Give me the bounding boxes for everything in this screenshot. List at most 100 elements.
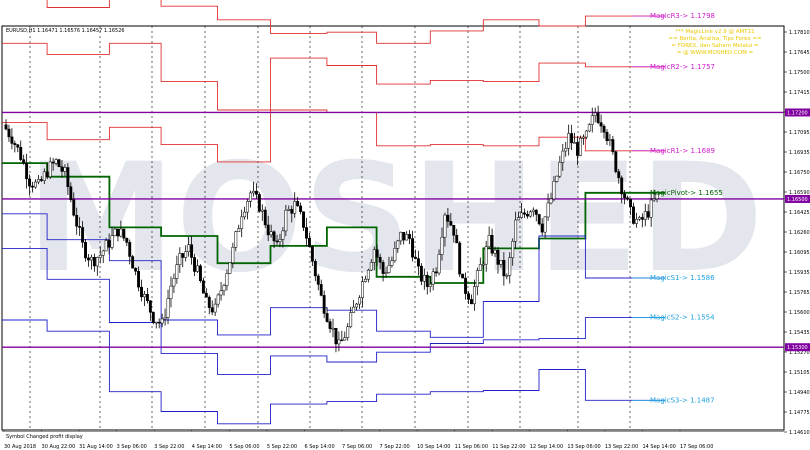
price-marker-box: [785, 194, 810, 203]
candle-body: [140, 286, 143, 298]
candle-body: [523, 212, 526, 215]
candle-body: [596, 112, 600, 123]
candle-body: [166, 298, 170, 318]
candle-body: [322, 295, 326, 314]
candle-body: [10, 136, 14, 144]
candle-body: [36, 179, 40, 183]
candle-body: [390, 260, 394, 266]
candle-body: [605, 131, 609, 142]
candle-body: [16, 144, 20, 148]
price-tick-label: 1.17095: [789, 130, 810, 136]
candle-body: [546, 202, 550, 218]
candle-body: [537, 214, 541, 225]
time-tick-label: 13 Sep 22:00: [605, 444, 638, 450]
candle-body: [66, 167, 70, 187]
candle-body: [107, 240, 111, 248]
price-tick-label: 1.17415: [789, 90, 810, 96]
candle-body: [349, 312, 353, 328]
magic-level-label: MagicS2-> 1.1554: [650, 314, 715, 322]
magic-level-label: MagicR3-> 1.1798: [650, 12, 715, 20]
price-tick-label: 1.17500: [789, 70, 810, 76]
price-marker-label: 1.17200: [787, 110, 808, 116]
candle-body: [198, 265, 202, 282]
time-tick-label: 30 Aug 22:00: [42, 444, 76, 450]
candle-body: [358, 297, 361, 305]
candle-body: [60, 166, 64, 172]
candle-body: [570, 133, 574, 144]
candle-body: [384, 272, 388, 274]
magic-level-label: MagicS1-> 1.1586: [650, 274, 715, 282]
candle-body: [128, 242, 132, 257]
candle-body: [408, 234, 412, 239]
status-bar: Symbol Changed profit display: [2, 431, 784, 444]
candle-body: [252, 190, 255, 194]
candle-body: [28, 178, 32, 187]
candle-body: [190, 244, 194, 258]
candle-body: [272, 231, 276, 242]
candle-body: [4, 124, 8, 130]
magic-level-label: MagicR1-> 1.1689: [650, 147, 715, 155]
candle-body: [573, 142, 577, 144]
candle-body: [484, 246, 488, 265]
candle-body: [222, 285, 226, 292]
time-tick-label: 3 Sep 06:00: [117, 444, 147, 450]
candle-body: [151, 311, 155, 323]
candle-body: [22, 159, 26, 164]
candle-body: [567, 133, 571, 149]
candle-body: [278, 239, 282, 242]
candle-body: [246, 201, 250, 213]
candle-body: [555, 175, 559, 182]
price-tick-label: 1.16095: [789, 250, 810, 256]
candle-body: [307, 238, 311, 247]
magic-level-s2: [2, 247, 665, 375]
candle-body: [122, 228, 126, 239]
candle-body: [184, 251, 188, 258]
candle-body: [558, 162, 562, 177]
candle-body: [437, 254, 441, 274]
candle-body: [134, 267, 138, 272]
candle-body: [646, 211, 650, 218]
candle-body: [116, 228, 120, 237]
candle-body: [78, 226, 82, 228]
candle-body: [334, 327, 338, 345]
candle-body: [363, 278, 367, 282]
candle-body: [145, 294, 149, 302]
candle-body: [305, 227, 308, 239]
candle-body: [493, 249, 497, 254]
price-tick-label: 1.16425: [789, 210, 810, 216]
candle-body: [361, 281, 364, 299]
price-tick-label: 1.15935: [789, 270, 810, 276]
candle-body: [231, 247, 235, 264]
candle-body: [204, 293, 208, 298]
candle-body: [452, 224, 456, 236]
candle-body: [104, 240, 108, 252]
candle-body: [608, 139, 612, 142]
candle-body: [549, 198, 553, 204]
price-marker-box: [785, 108, 810, 117]
candle-body: [313, 261, 317, 277]
candle-body: [511, 241, 515, 258]
candle-body: [148, 300, 152, 313]
candle-body: [458, 242, 462, 275]
price-tick-label: 1.15435: [789, 330, 810, 336]
candle-body: [634, 218, 638, 224]
candle-body: [534, 209, 538, 215]
candle-body: [446, 214, 450, 222]
candle-body: [640, 217, 644, 220]
candle-body: [181, 253, 185, 258]
candle-body: [257, 194, 261, 212]
candle-body: [593, 112, 597, 116]
candle-body: [7, 128, 11, 138]
price-tick-label: 1.15765: [789, 290, 810, 296]
time-tick-label: 6 Sep 14:00: [304, 444, 334, 450]
candle-body: [187, 244, 191, 252]
time-tick-label: 10 Sep 14:00: [417, 444, 450, 450]
candle-body: [95, 257, 99, 267]
candle-body: [632, 206, 635, 224]
price-tick-label: 1.15105: [789, 370, 810, 376]
candle-body: [337, 339, 341, 345]
candle-body: [414, 256, 417, 259]
price-tick-label: 1.15270: [789, 350, 810, 356]
